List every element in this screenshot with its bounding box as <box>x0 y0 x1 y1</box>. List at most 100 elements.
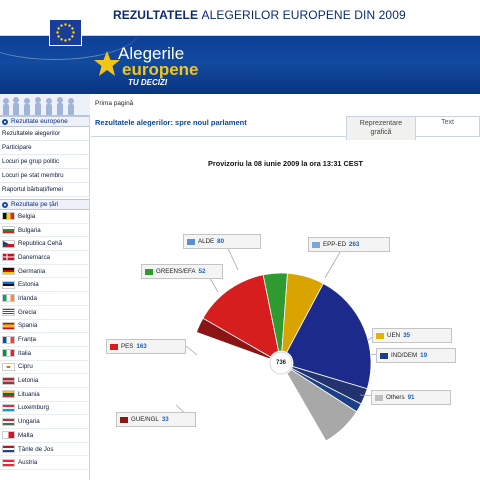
breadcrumb-bar <box>90 94 480 116</box>
country-name: Belgia <box>18 212 36 220</box>
country-flag-icon <box>2 376 15 385</box>
party-name: GREENS/EFA <box>156 268 196 275</box>
country-item[interactable]: Danemarca <box>0 251 89 265</box>
party-name: PES <box>121 343 134 350</box>
ind-dem-logo-icon <box>380 352 388 359</box>
country-name: Lituania <box>18 390 40 398</box>
sidebar-link[interactable]: Raportul bărbați/femei <box>0 183 89 197</box>
country-name: Danemarca <box>18 253 50 261</box>
country-flag-icon <box>2 280 15 289</box>
country-flag-icon <box>2 417 15 426</box>
uen-logo-icon <box>376 332 384 339</box>
sidebar-link[interactable]: Locuri pe grup politic <box>0 155 89 169</box>
country-item[interactable]: Irlanda <box>0 292 89 306</box>
alde-logo-icon <box>187 238 195 245</box>
tab-graphic[interactable]: Reprezentare grafică <box>346 116 416 140</box>
country-name: Irlanda <box>18 294 37 302</box>
country-item[interactable]: Germania <box>0 265 89 279</box>
tabs-row: Rezultatele alegerilor: spre noul parlam… <box>91 116 480 140</box>
country-flag-icon <box>2 267 15 276</box>
others-logo-icon <box>375 394 383 401</box>
tab-graphic-line2: grafică <box>370 129 392 136</box>
country-name: Republica Cehă <box>18 240 63 248</box>
country-flag-icon <box>2 445 15 454</box>
country-item[interactable]: Malta <box>0 429 89 443</box>
country-flag-icon <box>2 335 15 344</box>
party-label-pes[interactable]: PES 163 <box>106 339 186 354</box>
country-name: Ungaria <box>18 418 40 426</box>
party-name: EPP-ED <box>323 241 347 248</box>
party-name: IND/DEM <box>391 352 418 359</box>
party-name: Others <box>386 394 405 401</box>
country-flag-icon <box>2 239 15 248</box>
country-flag-icon <box>2 349 15 358</box>
party-name: ALDE <box>198 238 215 245</box>
country-item[interactable]: Lituania <box>0 388 89 402</box>
country-item[interactable]: Belgia <box>0 210 89 224</box>
brand-tagline: TU DECIZI <box>128 78 168 87</box>
sidebar-link[interactable]: Rezultatele alegerilor <box>0 127 89 141</box>
country-item[interactable]: Grecia <box>0 306 89 320</box>
breadcrumb[interactable]: Prima pagină <box>95 100 134 107</box>
sidebar-section-european: Rezultate europene <box>0 116 89 127</box>
party-label-epp-ed[interactable]: EPP-ED 263 <box>308 237 390 252</box>
country-name: Țările de Jos <box>18 445 54 453</box>
country-item[interactable]: Franța <box>0 333 89 347</box>
sidebar-link[interactable]: Locuri pe stat membru <box>0 169 89 183</box>
country-item[interactable]: Luxemburg <box>0 402 89 416</box>
sidebar-section-countries: Rezultate pe țări <box>0 199 89 210</box>
country-flag-icon <box>2 362 15 371</box>
country-flag-icon <box>2 458 15 467</box>
country-flag-icon <box>2 212 15 221</box>
country-item[interactable]: Italia <box>0 347 89 361</box>
chart-leader-line <box>324 251 341 279</box>
country-name: Malta <box>18 431 34 439</box>
country-flag-icon <box>2 403 15 412</box>
total-seats-label: 736 <box>275 360 286 366</box>
sidebar: Rezultate europene Rezultatele alegerilo… <box>0 116 90 480</box>
pes-logo-icon <box>110 343 118 350</box>
country-name: Letonia <box>18 377 39 385</box>
country-name: Luxemburg <box>18 404 49 412</box>
party-label-alde[interactable]: ALDE 80 <box>183 234 261 249</box>
party-seats: 80 <box>217 238 225 245</box>
chart-wedge-pes[interactable] <box>202 274 280 358</box>
results-heading: Rezultatele alegerilor: spre noul parlam… <box>95 118 247 127</box>
country-item[interactable]: Austria <box>0 456 89 471</box>
party-seats: 19 <box>420 352 428 359</box>
party-label-ind-dem[interactable]: IND/DEM 19 <box>376 348 456 363</box>
party-label-gue-ngl[interactable]: GUE/NGL 33 <box>116 412 196 427</box>
country-name: Grecia <box>18 308 37 316</box>
chart-center-hub <box>269 351 293 375</box>
country-item[interactable]: Țările de Jos <box>0 443 89 457</box>
country-flag-icon <box>2 431 15 440</box>
people-silhouettes <box>0 94 90 116</box>
title-strong: REZULTATELE <box>113 8 199 22</box>
country-item[interactable]: Bulgaria <box>0 224 89 238</box>
party-name: GUE/NGL <box>131 416 159 423</box>
tab-graphic-line1: Reprezentare <box>359 120 403 127</box>
chart-wedge-epp-ed[interactable] <box>286 283 372 390</box>
party-label-uen[interactable]: UEN 35 <box>372 328 452 343</box>
country-item[interactable]: Republica Cehă <box>0 237 89 252</box>
country-item[interactable]: Spania <box>0 320 89 334</box>
sidebar-link[interactable]: Participare <box>0 141 89 155</box>
country-flag-icon <box>2 294 15 303</box>
country-item[interactable]: Ungaria <box>0 415 89 429</box>
party-label-others[interactable]: Others 91 <box>371 390 451 405</box>
country-item[interactable]: Cipru <box>0 361 89 375</box>
party-seats: 52 <box>198 268 206 275</box>
country-name: Italia <box>18 349 32 357</box>
party-label-greens-efa[interactable]: GREENS/EFA 52 <box>141 264 223 279</box>
country-name: Franța <box>18 336 36 344</box>
party-seats: 91 <box>407 394 415 401</box>
country-name: Bulgaria <box>18 226 41 234</box>
country-name: Austria <box>18 459 38 467</box>
country-item[interactable]: Letonia <box>0 374 89 388</box>
chart-wedge-others[interactable] <box>286 368 358 442</box>
country-item[interactable]: Estonia <box>0 278 89 293</box>
title-rest: ALEGERILOR EUROPENE DIN 2009 <box>201 8 406 22</box>
page-title: REZULTATELE ALEGERILOR EUROPENE DIN 2009 <box>113 8 406 22</box>
party-seats: 35 <box>403 332 410 339</box>
